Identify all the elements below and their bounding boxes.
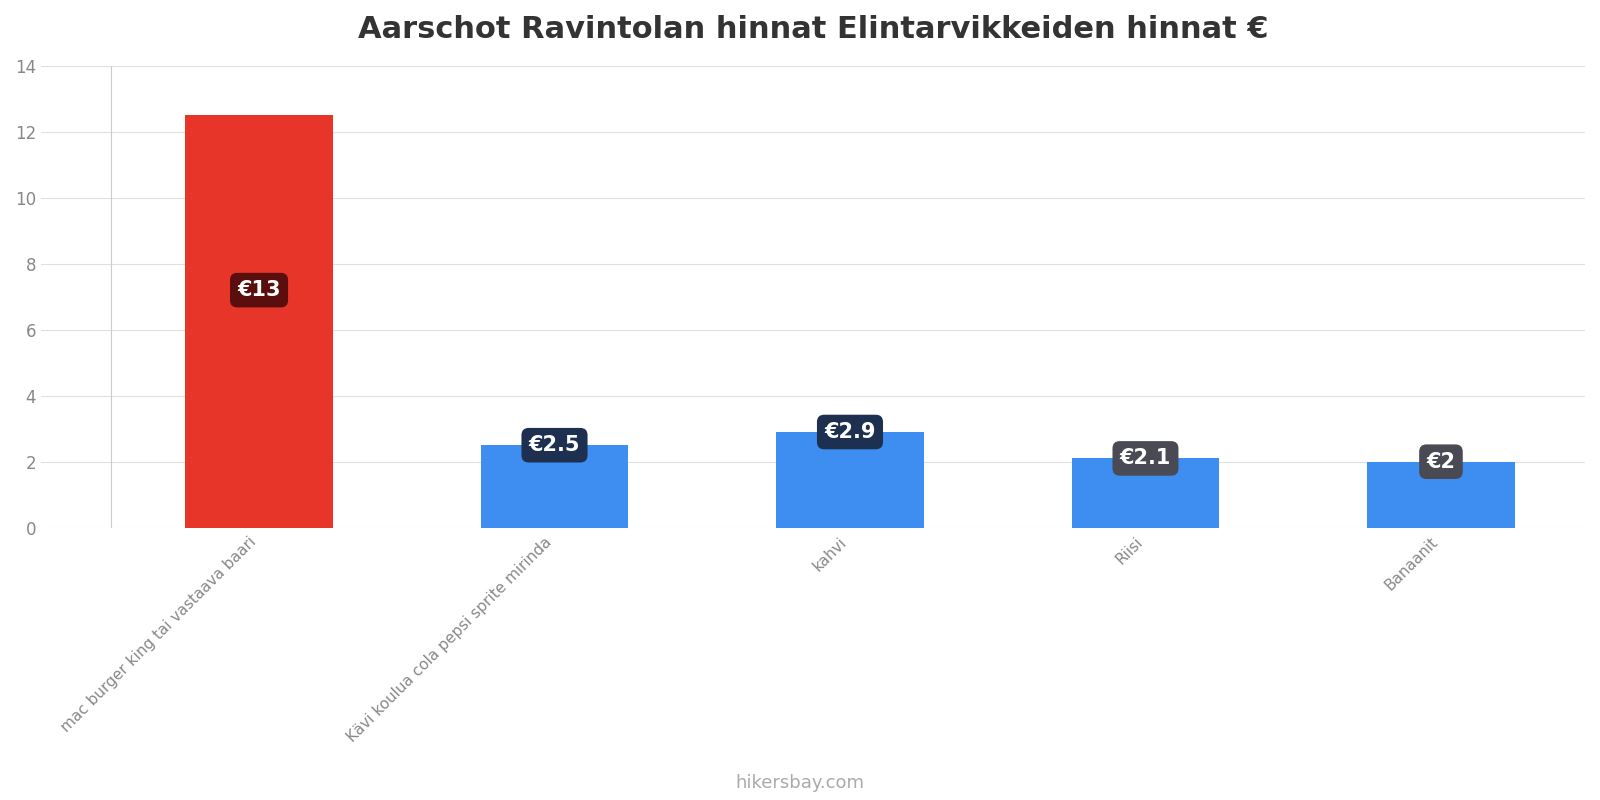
Bar (480, 446, 629, 528)
Text: €13: €13 (237, 280, 280, 300)
Bar (186, 115, 333, 528)
Text: €2.5: €2.5 (528, 435, 581, 455)
Bar (1366, 462, 1515, 528)
Bar (776, 432, 923, 528)
Bar (1072, 458, 1219, 528)
Text: hikersbay.com: hikersbay.com (736, 774, 864, 792)
Text: €2.9: €2.9 (824, 422, 875, 442)
Title: Aarschot Ravintolan hinnat Elintarvikkeiden hinnat €: Aarschot Ravintolan hinnat Elintarvikkei… (358, 15, 1269, 44)
Text: €2: €2 (1427, 452, 1456, 472)
Text: €2.1: €2.1 (1120, 449, 1171, 469)
